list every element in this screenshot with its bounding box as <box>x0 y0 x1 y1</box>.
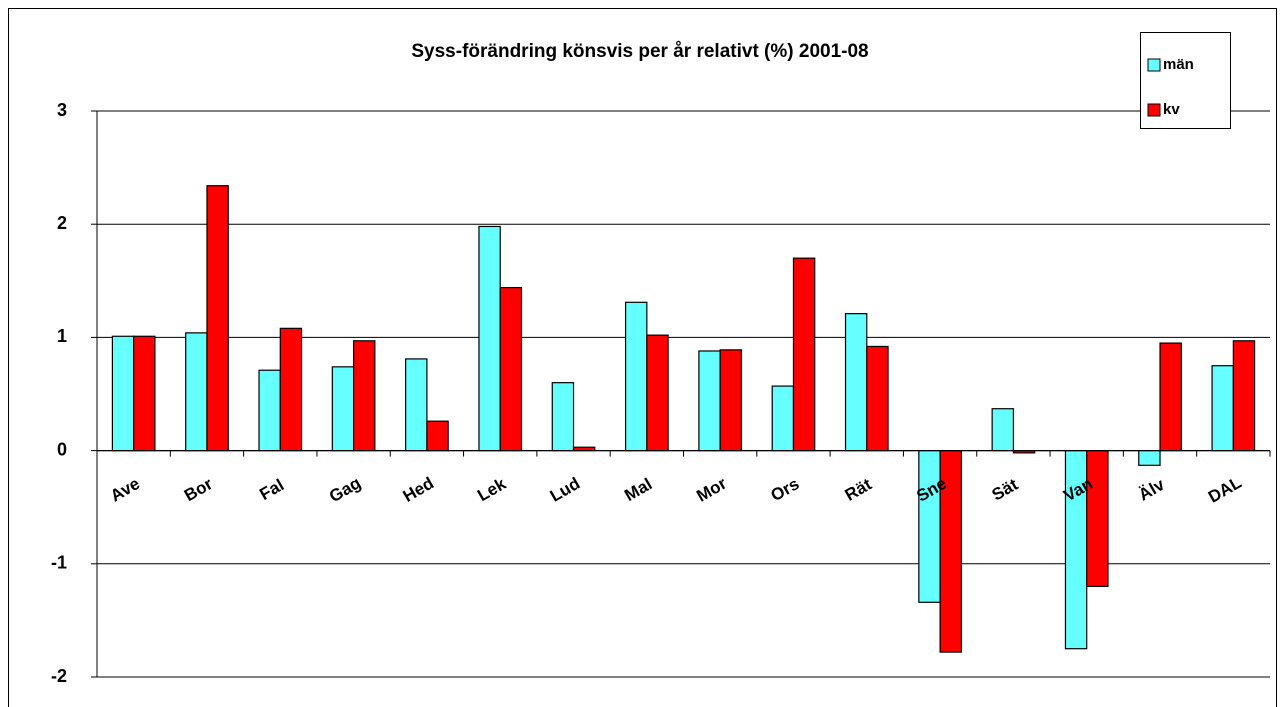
bar <box>258 369 281 452</box>
bar <box>279 327 303 452</box>
y-tick-label: 0 <box>57 439 67 459</box>
bar <box>1086 450 1109 588</box>
bar <box>426 420 449 452</box>
bar <box>792 257 816 452</box>
y-tick-label: 1 <box>57 326 67 346</box>
bar <box>405 358 428 452</box>
bar <box>918 450 941 603</box>
y-tick-label: -2 <box>51 666 67 686</box>
bar <box>1159 342 1182 452</box>
bar <box>478 225 501 452</box>
bar <box>646 334 669 452</box>
bar <box>499 286 523 452</box>
y-tick-label: 2 <box>57 213 67 233</box>
legend-swatch <box>1147 103 1161 117</box>
bar <box>771 385 795 452</box>
bar <box>331 366 355 452</box>
bar <box>185 332 208 452</box>
bar <box>991 408 1015 452</box>
bar <box>624 301 648 452</box>
bar <box>1138 450 1161 466</box>
bar <box>1211 365 1234 452</box>
y-tick-label: 3 <box>57 100 67 120</box>
bar <box>111 335 135 452</box>
y-tick-label: -1 <box>51 553 67 573</box>
bar <box>551 382 575 452</box>
legend-label: kv <box>1163 101 1180 118</box>
bar <box>719 349 743 452</box>
bar <box>133 335 156 452</box>
bar <box>352 340 376 452</box>
bar <box>698 350 721 452</box>
bar <box>866 345 889 452</box>
bar <box>1232 340 1256 452</box>
bar <box>844 313 868 452</box>
chart-title: Syss-förändring könsvis per år relativt … <box>411 41 868 62</box>
legend-swatch <box>1147 58 1161 72</box>
bar <box>206 185 229 452</box>
legend-label: män <box>1163 56 1194 73</box>
